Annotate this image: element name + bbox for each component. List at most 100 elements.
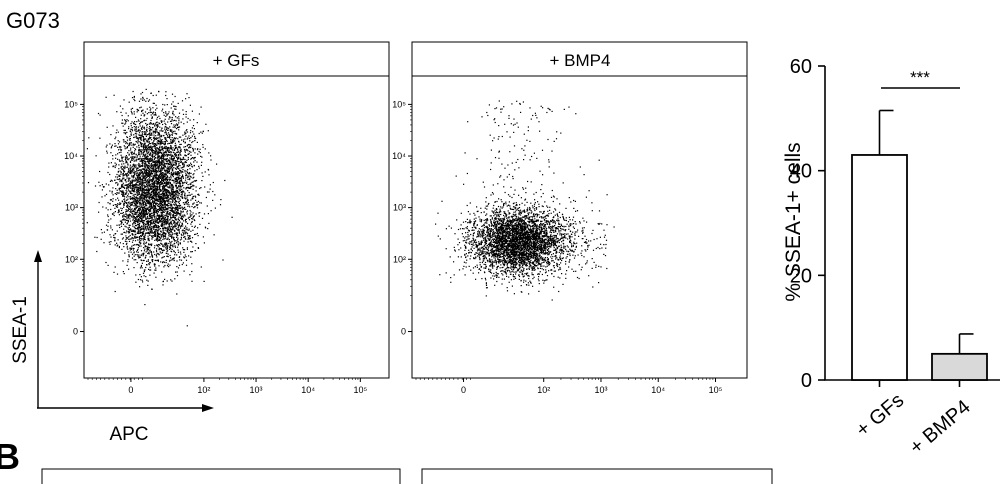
event-dot	[192, 246, 194, 248]
event-dot	[134, 225, 137, 227]
event-dot	[171, 134, 173, 136]
event-dot	[155, 138, 157, 140]
event-dot	[170, 235, 172, 237]
event-dot	[107, 225, 109, 227]
event-dot	[159, 175, 161, 177]
event-dot	[144, 168, 146, 170]
event-dot	[157, 160, 159, 162]
event-dot	[171, 116, 173, 119]
event-dot	[160, 129, 162, 131]
event-dot	[109, 202, 111, 205]
event-dot	[148, 237, 150, 239]
event-dot	[116, 189, 118, 191]
event-dot	[149, 174, 151, 176]
event-dot	[146, 212, 148, 214]
event-dot	[170, 226, 172, 228]
event-dot	[195, 213, 197, 215]
event-dot	[163, 185, 166, 187]
event-dot	[189, 274, 191, 276]
event-dot	[172, 229, 174, 231]
event-dot	[180, 194, 182, 196]
event-dot	[128, 138, 131, 140]
event-dot	[167, 201, 169, 203]
event-dot	[128, 101, 130, 103]
event-dot	[141, 127, 143, 129]
event-dot	[128, 215, 130, 217]
event-dot	[162, 230, 164, 232]
event-dot	[147, 221, 149, 223]
event-dot	[142, 207, 144, 209]
event-dot	[146, 141, 148, 143]
event-dot	[153, 183, 155, 185]
event-dot	[170, 230, 172, 232]
event-dot	[178, 200, 180, 202]
event-dot	[133, 193, 135, 195]
event-dot	[135, 177, 137, 179]
event-dot	[193, 133, 195, 135]
event-dot	[147, 159, 149, 162]
event-dot	[117, 183, 119, 185]
event-dot	[132, 200, 134, 202]
event-dot	[177, 207, 179, 209]
event-dot	[178, 112, 181, 114]
event-dot	[136, 170, 138, 172]
event-dot	[197, 200, 200, 202]
event-dot	[154, 189, 156, 191]
event-dot	[171, 217, 173, 219]
event-dot	[124, 174, 126, 176]
event-dot	[140, 225, 142, 228]
event-dot	[149, 213, 151, 216]
event-dot	[133, 166, 135, 168]
event-dot	[127, 186, 129, 188]
event-dot	[142, 197, 144, 199]
event-dot	[147, 134, 149, 136]
event-dot	[139, 238, 141, 240]
event-dot	[177, 174, 179, 176]
event-dot	[111, 146, 113, 148]
event-dot	[156, 121, 158, 123]
event-dot	[130, 185, 132, 187]
event-dot	[178, 126, 181, 128]
event-dot	[145, 164, 147, 167]
event-dot	[177, 171, 180, 173]
event-dot	[149, 106, 151, 108]
event-dot	[168, 205, 170, 207]
event-dot	[183, 203, 185, 206]
event-dot	[156, 174, 159, 176]
event-dot	[155, 151, 157, 153]
event-dot	[141, 146, 143, 148]
event-dot	[108, 166, 110, 168]
event-dot	[137, 223, 139, 225]
event-dot	[145, 146, 147, 148]
event-dot	[132, 195, 134, 197]
event-dot	[146, 218, 148, 220]
event-dot	[165, 243, 167, 245]
event-dot	[155, 207, 157, 209]
event-dot	[145, 88, 147, 90]
event-dot	[169, 168, 171, 170]
event-dot	[161, 172, 163, 174]
event-dot	[174, 138, 176, 140]
event-dot	[157, 183, 159, 185]
event-dot	[123, 206, 125, 208]
event-dot	[172, 168, 174, 170]
event-dot	[141, 193, 143, 195]
event-dot	[222, 259, 224, 261]
event-dot	[133, 95, 135, 98]
event-dot	[183, 256, 185, 258]
event-dot	[126, 264, 128, 266]
event-dot	[159, 170, 161, 172]
event-dot	[168, 203, 170, 205]
event-dot	[170, 229, 172, 231]
event-dot	[88, 137, 90, 139]
event-dot	[146, 246, 149, 248]
event-dot	[198, 132, 200, 135]
event-dot	[139, 214, 141, 217]
event-dot	[184, 171, 186, 173]
event-dot	[160, 170, 162, 172]
event-dot	[164, 188, 166, 190]
event-dot	[122, 223, 125, 225]
event-dot	[158, 167, 160, 169]
event-dot	[189, 119, 191, 121]
event-dot	[112, 200, 114, 202]
